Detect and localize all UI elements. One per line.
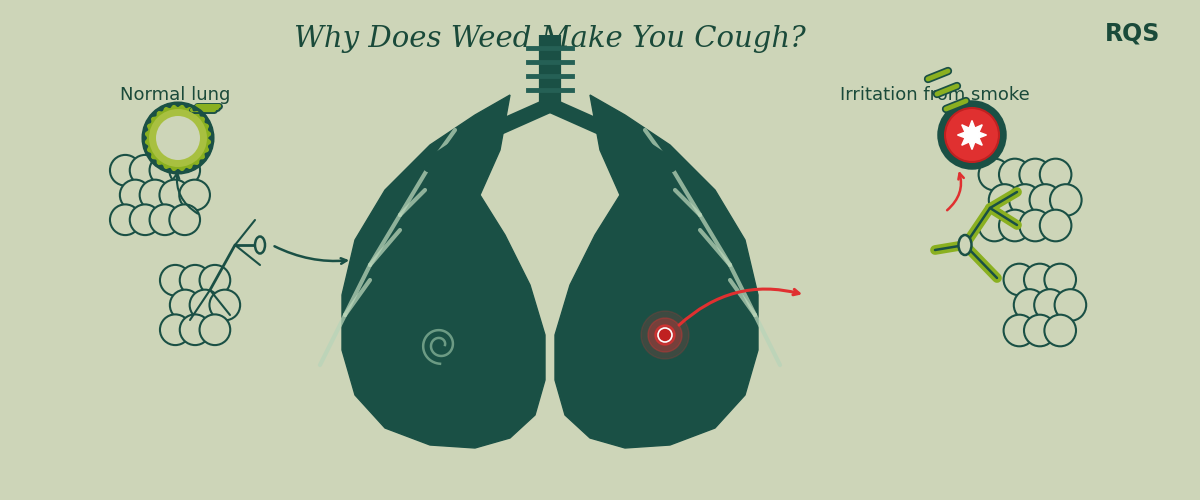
Circle shape	[658, 328, 672, 342]
Circle shape	[170, 290, 200, 320]
Circle shape	[978, 210, 1010, 242]
Circle shape	[1024, 264, 1056, 296]
Circle shape	[1019, 158, 1051, 190]
Circle shape	[190, 290, 221, 320]
Circle shape	[179, 180, 210, 210]
Circle shape	[130, 155, 161, 186]
Circle shape	[1030, 184, 1061, 216]
Circle shape	[180, 265, 210, 296]
Circle shape	[1019, 210, 1051, 242]
Circle shape	[1003, 264, 1036, 296]
Circle shape	[156, 116, 200, 160]
Circle shape	[139, 180, 170, 210]
Circle shape	[110, 204, 140, 235]
Circle shape	[1009, 184, 1040, 216]
Text: Normal lung: Normal lung	[120, 86, 230, 104]
Circle shape	[1039, 158, 1072, 190]
Circle shape	[160, 314, 191, 345]
Circle shape	[199, 265, 230, 296]
Circle shape	[946, 108, 1000, 162]
Circle shape	[150, 204, 180, 235]
Text: Irritation from smoke: Irritation from smoke	[840, 86, 1030, 104]
Circle shape	[199, 314, 230, 345]
Circle shape	[169, 155, 200, 186]
Circle shape	[1039, 210, 1072, 242]
Polygon shape	[342, 95, 545, 448]
Circle shape	[641, 311, 689, 359]
Circle shape	[160, 265, 191, 296]
Circle shape	[1014, 289, 1045, 321]
Text: RQS: RQS	[1105, 22, 1160, 46]
Circle shape	[989, 184, 1020, 216]
Circle shape	[110, 155, 140, 186]
Circle shape	[143, 103, 214, 173]
Circle shape	[648, 318, 682, 352]
Circle shape	[149, 109, 208, 167]
Circle shape	[130, 204, 161, 235]
Circle shape	[210, 290, 240, 320]
Circle shape	[1024, 314, 1056, 346]
Circle shape	[1050, 184, 1081, 216]
Circle shape	[120, 180, 150, 210]
Polygon shape	[958, 120, 986, 150]
Circle shape	[1044, 314, 1076, 346]
Ellipse shape	[256, 236, 265, 254]
Text: Why Does Weed Make You Cough?: Why Does Weed Make You Cough?	[294, 25, 806, 53]
Circle shape	[998, 158, 1031, 190]
Circle shape	[169, 204, 200, 235]
Circle shape	[1034, 289, 1066, 321]
Circle shape	[160, 180, 190, 210]
Circle shape	[1055, 289, 1086, 321]
Circle shape	[978, 158, 1010, 190]
Circle shape	[150, 155, 180, 186]
Circle shape	[1044, 264, 1076, 296]
Circle shape	[655, 325, 674, 345]
Circle shape	[1003, 314, 1036, 346]
Polygon shape	[554, 95, 758, 448]
Circle shape	[180, 314, 210, 345]
Circle shape	[998, 210, 1031, 242]
Circle shape	[940, 102, 1006, 168]
Ellipse shape	[959, 235, 972, 255]
